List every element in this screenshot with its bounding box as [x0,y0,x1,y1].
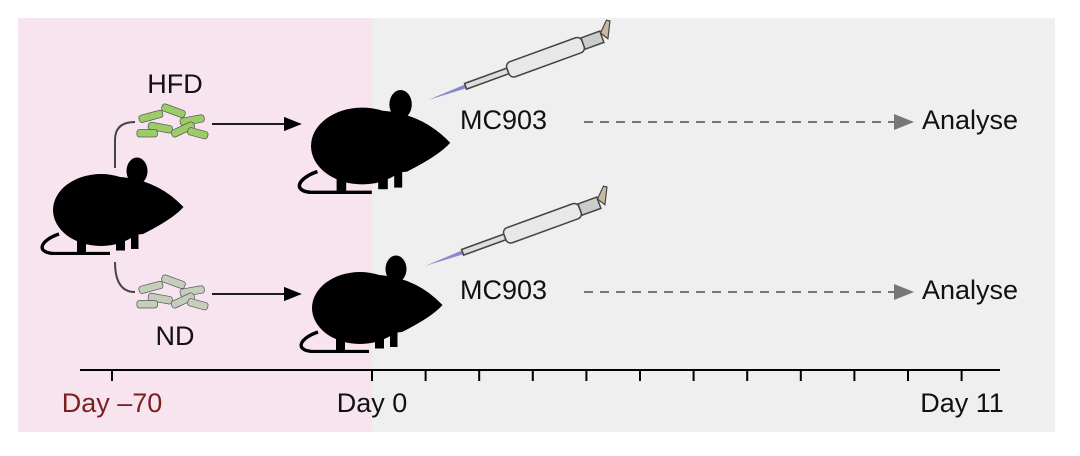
post-period [372,18,1055,432]
diet-label: ND [156,321,195,351]
timeline [80,369,1000,381]
branch [114,261,136,293]
treatment-label: MC903 [460,275,547,305]
outcome-label: Analyse [922,105,1018,135]
branch [114,121,136,168]
day-label: Day 11 [920,388,1004,418]
diet-label: HFD [147,69,203,99]
day-label: Day –70 [62,388,163,418]
day-label: Day 0 [337,388,408,418]
outcome-label: Analyse [922,275,1018,305]
treatment-label: MC903 [460,105,547,135]
